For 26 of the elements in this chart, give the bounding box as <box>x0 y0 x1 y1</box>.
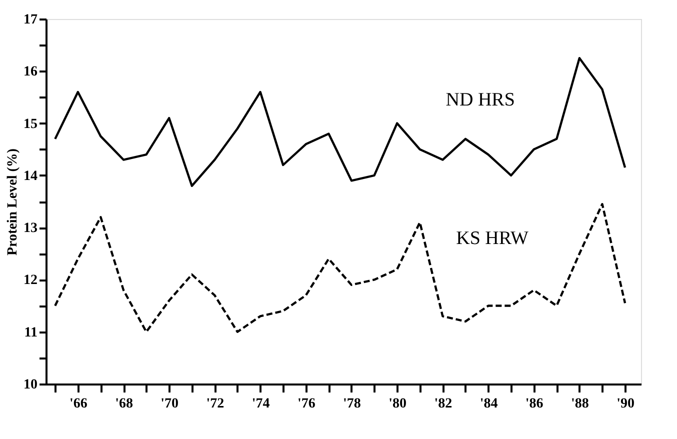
x-tick-label: '80 <box>388 396 407 412</box>
x-tick-label: '72 <box>206 396 224 412</box>
x-tick-label: '88 <box>571 396 589 412</box>
y-tick-label: 12 <box>24 273 38 288</box>
x-tick-label: '82 <box>434 396 452 412</box>
x-tick-label: '78 <box>343 396 361 412</box>
series-label: KS HRW <box>456 228 528 249</box>
x-tick-label: '76 <box>297 396 316 412</box>
y-tick-label: 10 <box>24 378 38 392</box>
x-tick-label: '84 <box>480 396 498 412</box>
y-tick-label: 14 <box>24 168 38 184</box>
y-axis-title: Protein Level (%) <box>6 148 20 256</box>
y-tick-label: 11 <box>24 325 38 340</box>
x-tick-label: '90 <box>616 396 634 412</box>
x-tick-label: '86 <box>525 396 544 412</box>
series-label: ND HRS <box>446 89 515 110</box>
x-tick-label: '66 <box>69 396 88 412</box>
line-series <box>54 57 626 187</box>
y-tick-label: 15 <box>24 116 38 132</box>
line-series <box>54 203 626 333</box>
y-tick-label: 13 <box>24 221 38 236</box>
y-tick-label: 17 <box>24 12 38 28</box>
x-tick-label: '70 <box>160 396 179 412</box>
x-tick-label: '74 <box>252 396 270 412</box>
x-tick-label: '68 <box>115 396 133 412</box>
y-tick-label: 16 <box>24 64 38 80</box>
